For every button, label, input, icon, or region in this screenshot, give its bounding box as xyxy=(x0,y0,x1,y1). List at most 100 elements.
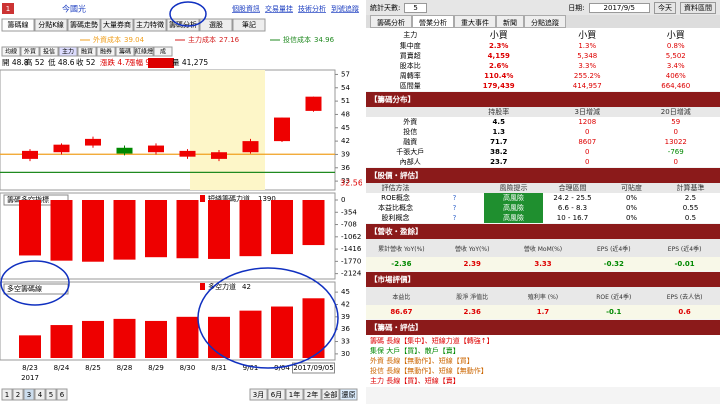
trend-name: 多空力道 xyxy=(208,282,236,291)
page-btn[interactable] xyxy=(45,388,57,401)
link[interactable]: 個股資訊 xyxy=(232,4,260,13)
y-tick-label: -1770 xyxy=(341,257,361,265)
row: 千張大戶 38.2 0 -769 xyxy=(366,147,720,157)
tab[interactable] xyxy=(133,18,167,32)
page-label: 6 xyxy=(60,391,65,399)
quote: 收 52 xyxy=(76,57,96,67)
cell: 4,159 xyxy=(487,52,510,60)
button[interactable] xyxy=(77,46,97,57)
quote: 漲幅 9.94% xyxy=(128,57,169,67)
cell: 買賣超 xyxy=(399,52,421,60)
tab[interactable] xyxy=(100,18,134,32)
cell: 0 xyxy=(673,158,678,166)
tab[interactable] xyxy=(199,18,233,32)
range-btn[interactable] xyxy=(285,388,304,401)
button[interactable]: 今天 xyxy=(654,1,676,14)
tab[interactable]: 新聞 xyxy=(496,15,524,28)
tab-label: 籌碼線 xyxy=(8,20,29,29)
row: 股利概念? 高風險 10 - 16.7 0% 0.5 xyxy=(366,213,720,223)
tab[interactable]: 營業分析 xyxy=(412,15,454,28)
y-tick-label: 36 xyxy=(341,325,350,333)
button[interactable] xyxy=(1,46,21,57)
cell: 融資 xyxy=(403,138,418,146)
range-btn[interactable] xyxy=(339,388,358,401)
cell: 71.7 xyxy=(490,138,508,146)
button[interactable] xyxy=(39,46,59,57)
button-label: 融券 xyxy=(100,48,112,56)
stock-no: 1 xyxy=(6,5,10,13)
range-btn[interactable] xyxy=(267,388,286,401)
cell: 3.33 xyxy=(507,257,579,271)
label: 日期: xyxy=(568,3,585,12)
bar xyxy=(82,320,104,358)
tab[interactable] xyxy=(67,18,101,32)
bar xyxy=(50,325,73,358)
cell: 2.39 xyxy=(436,257,508,271)
range-btn[interactable] xyxy=(303,388,322,401)
cell: 414,957 xyxy=(572,82,602,90)
tab[interactable]: 籌碼分析 xyxy=(370,15,412,28)
button[interactable] xyxy=(153,46,173,57)
button[interactable] xyxy=(115,46,135,57)
page-label: 5 xyxy=(49,391,53,399)
cell: 股淨 淨值比 xyxy=(436,287,508,305)
link[interactable]: 到號追蹤 xyxy=(331,4,359,13)
page-btn[interactable] xyxy=(34,388,46,401)
range-btn[interactable] xyxy=(249,388,268,401)
y-tick-label: 45 xyxy=(341,124,350,132)
section-title: 【營收・盈餘】 xyxy=(366,224,720,239)
button[interactable] xyxy=(20,46,40,57)
link[interactable]: 交易量挂 xyxy=(265,4,293,13)
tab-label: 籌碼分析 xyxy=(169,20,197,29)
tab[interactable] xyxy=(34,18,68,32)
link[interactable]: 技術分析 xyxy=(298,4,326,13)
bar xyxy=(302,298,325,358)
cell: EPS (近4季) xyxy=(649,239,720,257)
button[interactable] xyxy=(96,46,116,57)
y-tick-label: 42 xyxy=(341,300,350,308)
range-btn[interactable] xyxy=(321,388,340,401)
row: 累計營收 YoY(%) 營收 YoY(%) 營收 MoM(%) EPS (近4季) EP… xyxy=(366,239,720,257)
section-title: 【股價・評估】 xyxy=(366,168,720,183)
row: 持股率 3日增減 20日增減 xyxy=(366,107,720,117)
cell: 累計營收 YoY(%) xyxy=(366,239,437,257)
tab[interactable] xyxy=(232,18,266,32)
cell: 小買 xyxy=(489,31,508,41)
bar xyxy=(145,320,167,358)
cell: 3.3% xyxy=(578,62,597,70)
section-title: 【籌碼分布】 xyxy=(366,92,720,107)
button[interactable] xyxy=(134,46,154,57)
y-tick-label: 33 xyxy=(341,177,350,185)
candle xyxy=(116,147,133,154)
cell: 股本比 xyxy=(399,62,421,70)
legend-name: 外資成本 xyxy=(93,35,121,44)
label: 統計天數: xyxy=(370,3,401,12)
cell: -0.01 xyxy=(649,257,720,271)
cell: 0% xyxy=(625,204,638,212)
date[interactable]: 2017/9/5 xyxy=(588,2,650,13)
page-btn[interactable] xyxy=(23,388,35,401)
bar xyxy=(176,200,199,259)
tab[interactable]: 分點追蹤 xyxy=(524,15,566,28)
page-btn[interactable] xyxy=(12,388,24,401)
cell: 區間量 xyxy=(399,82,421,90)
cell: 1208 xyxy=(578,118,597,126)
days[interactable]: 5 xyxy=(404,2,427,13)
tab-label: 籌碼走勢 xyxy=(70,20,98,29)
selector-label: 籌碼多空指標 xyxy=(7,195,49,204)
tab[interactable]: 重大事件 xyxy=(454,15,496,28)
page-btn[interactable] xyxy=(56,388,68,401)
y-tick-label: 39 xyxy=(341,313,350,321)
cell: -2.36 xyxy=(366,257,437,271)
tab[interactable] xyxy=(1,18,35,32)
y-tick-label: 0 xyxy=(341,196,345,204)
swatch xyxy=(200,195,205,202)
button[interactable]: 資料區間 xyxy=(680,1,716,14)
button[interactable] xyxy=(58,46,78,57)
cell: ROE (近4季) xyxy=(578,287,650,305)
button-label: 成 xyxy=(160,48,166,56)
year-label: 2017 xyxy=(21,374,39,382)
cell: 13022 xyxy=(664,138,687,146)
page-btn[interactable] xyxy=(1,388,13,401)
cell: 24.2 - 25.5 xyxy=(553,194,592,202)
